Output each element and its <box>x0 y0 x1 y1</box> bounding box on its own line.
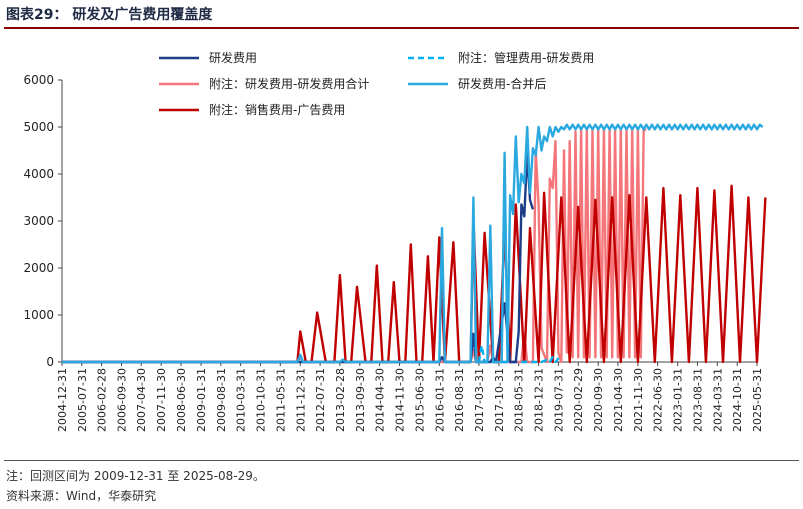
x-tick-label: 2021-04-30 <box>612 368 625 432</box>
x-tick-label: 2011-05-31 <box>274 368 287 432</box>
series-line-2 <box>477 344 563 364</box>
figure-title: 图表29： 研发及广告费用覆盖度 <box>6 7 213 23</box>
x-tick-label: 2025-05-31 <box>751 368 764 432</box>
y-tick-label: 6000 <box>23 73 54 87</box>
x-tick-label: 2015-06-30 <box>413 368 426 432</box>
x-tick-label: 2020-02-29 <box>572 368 585 432</box>
y-axis: 0 1000 2000 3000 4000 5000 6000 <box>23 73 63 369</box>
series-line-1 <box>62 151 535 364</box>
x-tick-label: 2010-03-31 <box>235 368 248 432</box>
legend-label-1: 研发费用 <box>209 50 257 65</box>
legend-label-2: 附注：管理费用-研发费用 <box>458 50 594 65</box>
x-tick-label: 2008-06-30 <box>175 368 188 432</box>
x-tick-label: 2020-09-30 <box>592 368 605 432</box>
y-tick-label: 1000 <box>23 308 54 322</box>
legend-label-4: 研发费用-合并后 <box>458 76 546 91</box>
footnote: 注：回测区间为 2009-12-31 至 2025-08-29。 <box>6 469 265 483</box>
x-tick-label: 2019-07-31 <box>552 368 565 432</box>
source-note: 资料来源：Wind，华泰研究 <box>6 489 157 503</box>
x-tick-label: 2018-05-31 <box>513 368 526 432</box>
x-tick-label: 2014-11-30 <box>394 368 407 432</box>
x-tick-label: 2013-02-28 <box>334 368 347 432</box>
x-tick-label: 2024-03-31 <box>711 368 724 432</box>
x-tick-label: 2024-10-31 <box>731 368 744 432</box>
x-tick-label: 2016-08-31 <box>453 368 466 432</box>
series-line-4 <box>62 123 764 364</box>
y-tick-label: 3000 <box>23 214 54 228</box>
x-tick-label: 2016-01-31 <box>433 368 446 432</box>
x-axis: 2004-12-31 2005-07-31 2006-02-28 2006-09-30… <box>56 361 764 432</box>
series-lines <box>62 123 767 364</box>
y-tick-label: 0 <box>46 355 54 369</box>
x-tick-label: 2005-07-31 <box>76 368 89 432</box>
series-line-5 <box>62 184 767 364</box>
legend-label-3: 附注：研发费用-研发费用合计 <box>209 76 369 91</box>
footer-divider <box>4 460 799 461</box>
legend-label-5: 附注：销售费用-广告费用 <box>209 102 345 117</box>
x-tick-label: 2018-12-31 <box>533 368 546 432</box>
y-tick-label: 2000 <box>23 261 54 275</box>
x-tick-label: 2007-04-30 <box>135 368 148 432</box>
x-tick-label: 2014-04-30 <box>374 368 387 432</box>
x-tick-label: 2022-06-30 <box>652 368 665 432</box>
x-tick-label: 2023-08-31 <box>691 368 704 432</box>
x-tick-label: 2011-12-31 <box>294 368 307 432</box>
x-tick-label: 2009-01-31 <box>195 368 208 432</box>
x-tick-label: 2004-12-31 <box>56 368 69 432</box>
x-tick-label: 2023-01-31 <box>672 368 685 432</box>
x-tick-label: 2017-03-31 <box>473 368 486 432</box>
x-tick-label: 2017-10-31 <box>493 368 506 432</box>
title-divider <box>4 27 799 29</box>
x-tick-label: 2009-08-31 <box>215 368 228 432</box>
x-tick-label: 2007-11-30 <box>155 368 168 432</box>
x-tick-label: 2010-10-31 <box>255 368 268 432</box>
x-tick-label: 2012-07-31 <box>314 368 327 432</box>
x-tick-label: 2021-11-30 <box>632 368 645 432</box>
x-tick-label: 2006-02-28 <box>96 368 109 432</box>
y-tick-label: 5000 <box>23 120 54 134</box>
y-tick-label: 4000 <box>23 167 54 181</box>
x-tick-label: 2006-09-30 <box>115 368 128 432</box>
x-tick-label: 2013-09-30 <box>354 368 367 432</box>
